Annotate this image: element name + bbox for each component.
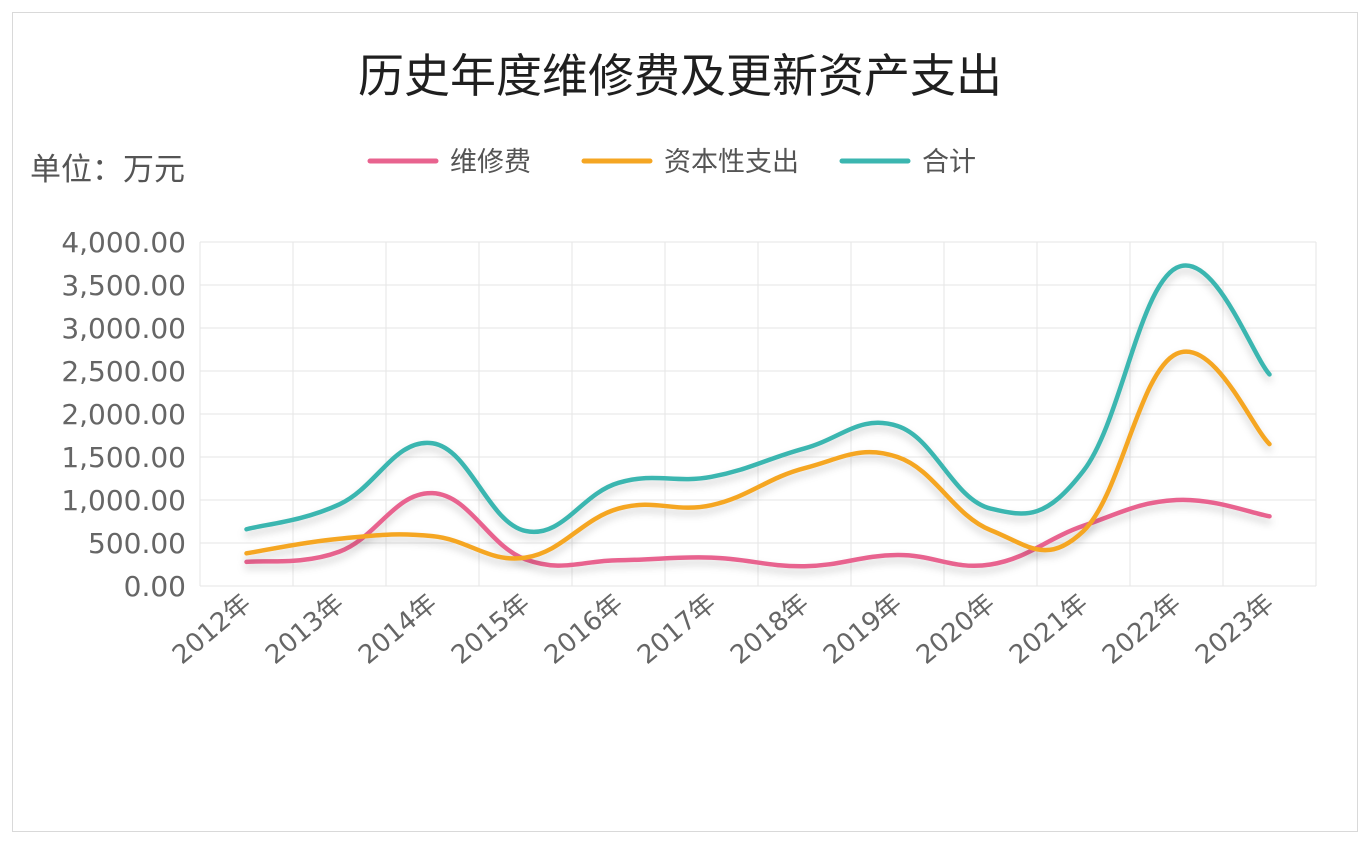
- unit-label: 单位：万元: [30, 152, 185, 188]
- y-tick-label: 3,500.00: [61, 269, 186, 302]
- x-tick-label: 2013年: [260, 588, 350, 670]
- series-line-1: [244, 349, 1272, 561]
- y-tick-label: 3,000.00: [61, 312, 186, 345]
- y-tick-label: 2,000.00: [61, 398, 186, 431]
- series-group: [244, 263, 1272, 569]
- legend-label-0: 维修费: [450, 147, 531, 178]
- grid: [199, 241, 1317, 587]
- x-tick-label: 2018年: [725, 588, 815, 670]
- x-tick-label: 2014年: [353, 588, 443, 670]
- series-line-0: [244, 490, 1272, 569]
- y-tick-label: 2,500.00: [61, 355, 186, 388]
- x-tick-label: 2020年: [911, 588, 1001, 670]
- chart-title: 历史年度维修费及更新资产支出: [358, 49, 1002, 103]
- series-line-2: [244, 263, 1272, 535]
- legend-label-2: 合计: [922, 147, 976, 178]
- legend-label-1: 资本性支出: [664, 147, 799, 178]
- y-tick-label: 0.00: [124, 570, 186, 603]
- x-tick-label: 2022年: [1097, 588, 1187, 670]
- y-tick-label: 4,000.00: [61, 226, 186, 259]
- y-tick-label: 500.00: [88, 527, 186, 560]
- y-axis: 0.00 500.00 1,000.00 1,500.00 2,000.00 2,500.…: [61, 226, 186, 603]
- x-tick-label: 2017年: [632, 588, 722, 670]
- x-tick-label: 2023年: [1190, 588, 1280, 670]
- x-tick-label: 2021年: [1004, 588, 1094, 670]
- y-tick-label: 1,000.00: [61, 484, 186, 517]
- x-tick-label: 2016年: [539, 588, 629, 670]
- x-axis: 2012年 2013年 2014年 2015年 2016年 2017年 2018年 2019年…: [167, 588, 1280, 670]
- x-tick-label: 2019年: [818, 588, 908, 670]
- legend: 维修费 资本性支出 合计: [367, 147, 976, 178]
- x-tick-label: 2015年: [446, 588, 536, 670]
- y-tick-label: 1,500.00: [61, 441, 186, 474]
